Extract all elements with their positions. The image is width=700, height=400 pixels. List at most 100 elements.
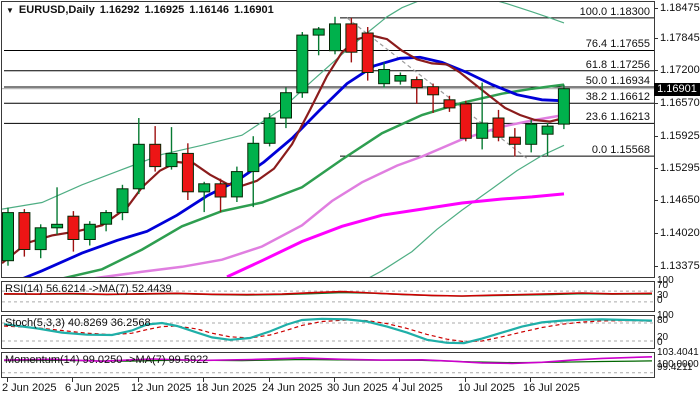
candle[interactable] [116,184,129,221]
date-axis-label: 4 Jul 2025 [392,382,443,394]
rsi-scale-label: 100 [657,275,674,286]
candle[interactable] [378,62,391,88]
rsi-scale-label: 70 [657,280,669,291]
candle[interactable] [345,17,358,63]
candle[interactable] [83,221,96,246]
candle[interactable] [329,16,341,55]
candle-body [116,188,129,214]
candle-body [83,223,96,241]
date-axis-label: 10 Jul 2025 [458,382,515,394]
candle[interactable] [508,128,521,157]
symbol-dropdown-icon[interactable]: ▼ [6,5,14,15]
date-axis-label: 24 Jun 2025 [262,382,323,394]
candle-body [541,125,554,135]
rsi-chart[interactable] [2,282,654,311]
candle[interactable] [18,209,31,257]
candle[interactable] [541,123,554,157]
momentum-scale-label: 100.0000 [657,359,699,370]
date-axis-tick [334,378,335,382]
fib-level-label: 76.4 1.17655 [585,38,650,50]
stochastic-chart[interactable] [2,316,654,348]
candle-body [230,171,243,198]
price-axis-label: 1.17200 [660,64,700,76]
price-axis-tick [654,136,658,137]
price-axis-label: 1.14020 [660,227,700,239]
candle[interactable] [476,82,489,150]
candle[interactable] [149,126,162,172]
candle[interactable] [410,76,423,104]
stoch-scale-label: 80 [657,315,669,326]
momentum-chart[interactable] [2,353,654,377]
candle[interactable] [361,27,374,81]
candle[interactable] [394,72,407,85]
candle-body [345,23,358,53]
fib-level-label: 0.0 1.15568 [591,144,650,156]
candle[interactable] [132,118,145,194]
candle[interactable] [296,32,309,98]
stoch-scale-label: 20 [657,332,669,343]
date-axis-tick [72,378,73,382]
price-axis-tick [654,8,658,9]
candle-body [18,212,31,251]
price-axis-label: 1.17845 [660,32,700,44]
price-axis-label: 1.13375 [660,260,700,272]
candle-body [149,143,162,168]
candle[interactable] [263,113,276,147]
candle[interactable] [181,143,194,200]
candle-body [100,212,113,225]
candle[interactable] [51,187,64,235]
date-axis-label: 6 Jun 2025 [65,382,120,394]
price-axis-tick [654,168,658,169]
candle[interactable] [214,178,227,213]
stoch-scale-label: 0 [657,337,663,348]
candlestick-chart[interactable] [2,2,654,277]
rsi-panel[interactable]: RSI(14) 56.6214 ->MA(7) 52.4439 [1,281,655,312]
momentum-panel[interactable]: Momentum(14) 99.0250 ->MA(7) 99.5922 [1,352,655,378]
candle[interactable] [557,84,570,130]
date-axis-label: 18 Jun 2025 [196,382,257,394]
candle[interactable] [492,109,505,142]
candle[interactable] [443,95,456,112]
ma-magenta-line [226,192,565,277]
candle-body [34,227,47,251]
stochastic-label: Stoch(5,3,3) 40.8269 36.2568 [5,317,151,329]
date-axis-label: 16 Jul 2025 [523,382,580,394]
ohlc-high: 1.16925 [144,4,185,16]
date-axis-tick [7,378,8,382]
candle[interactable] [459,100,472,142]
price-axis-label: 1.15295 [660,162,700,174]
price-axis-label: 1.18475 [660,2,700,14]
candle[interactable] [100,210,113,232]
main-chart-panel[interactable]: ▼ EURUSD,Daily 1.16292 1.16925 1.16146 1… [1,1,655,278]
price-axis-tick [654,38,658,39]
date-axis-label: 30 Jun 2025 [327,382,388,394]
candle[interactable] [525,120,538,153]
candle-body [361,32,374,73]
price-axis-label: 1.15925 [660,130,700,142]
momentum-scale-label: 99.4211 [657,362,693,373]
candle[interactable] [198,181,211,213]
candle[interactable] [427,83,440,113]
candle[interactable] [2,207,14,266]
candle-body [459,103,472,139]
candle[interactable] [230,166,243,202]
candle[interactable] [247,136,260,208]
stochastic-panel[interactable]: Stoch(5,3,3) 40.8269 36.2568 [1,315,655,349]
candle-body [443,99,456,109]
candle[interactable] [280,87,292,129]
price-axis-tick [654,266,658,267]
candle-body [165,152,178,168]
date-axis-label: 12 Jun 2025 [131,382,192,394]
candle-body [329,23,341,52]
candle-body [410,79,423,89]
indicator-main-line [3,317,653,345]
ohlc-low: 1.16146 [189,4,230,16]
date-axis-tick [203,378,204,382]
candle[interactable] [67,211,80,252]
date-axis-label: 2 Jun 2025 [2,382,57,394]
candle[interactable] [34,224,47,259]
candle[interactable] [312,27,325,56]
candle[interactable] [165,127,178,170]
indicator-signal-line [3,319,653,343]
